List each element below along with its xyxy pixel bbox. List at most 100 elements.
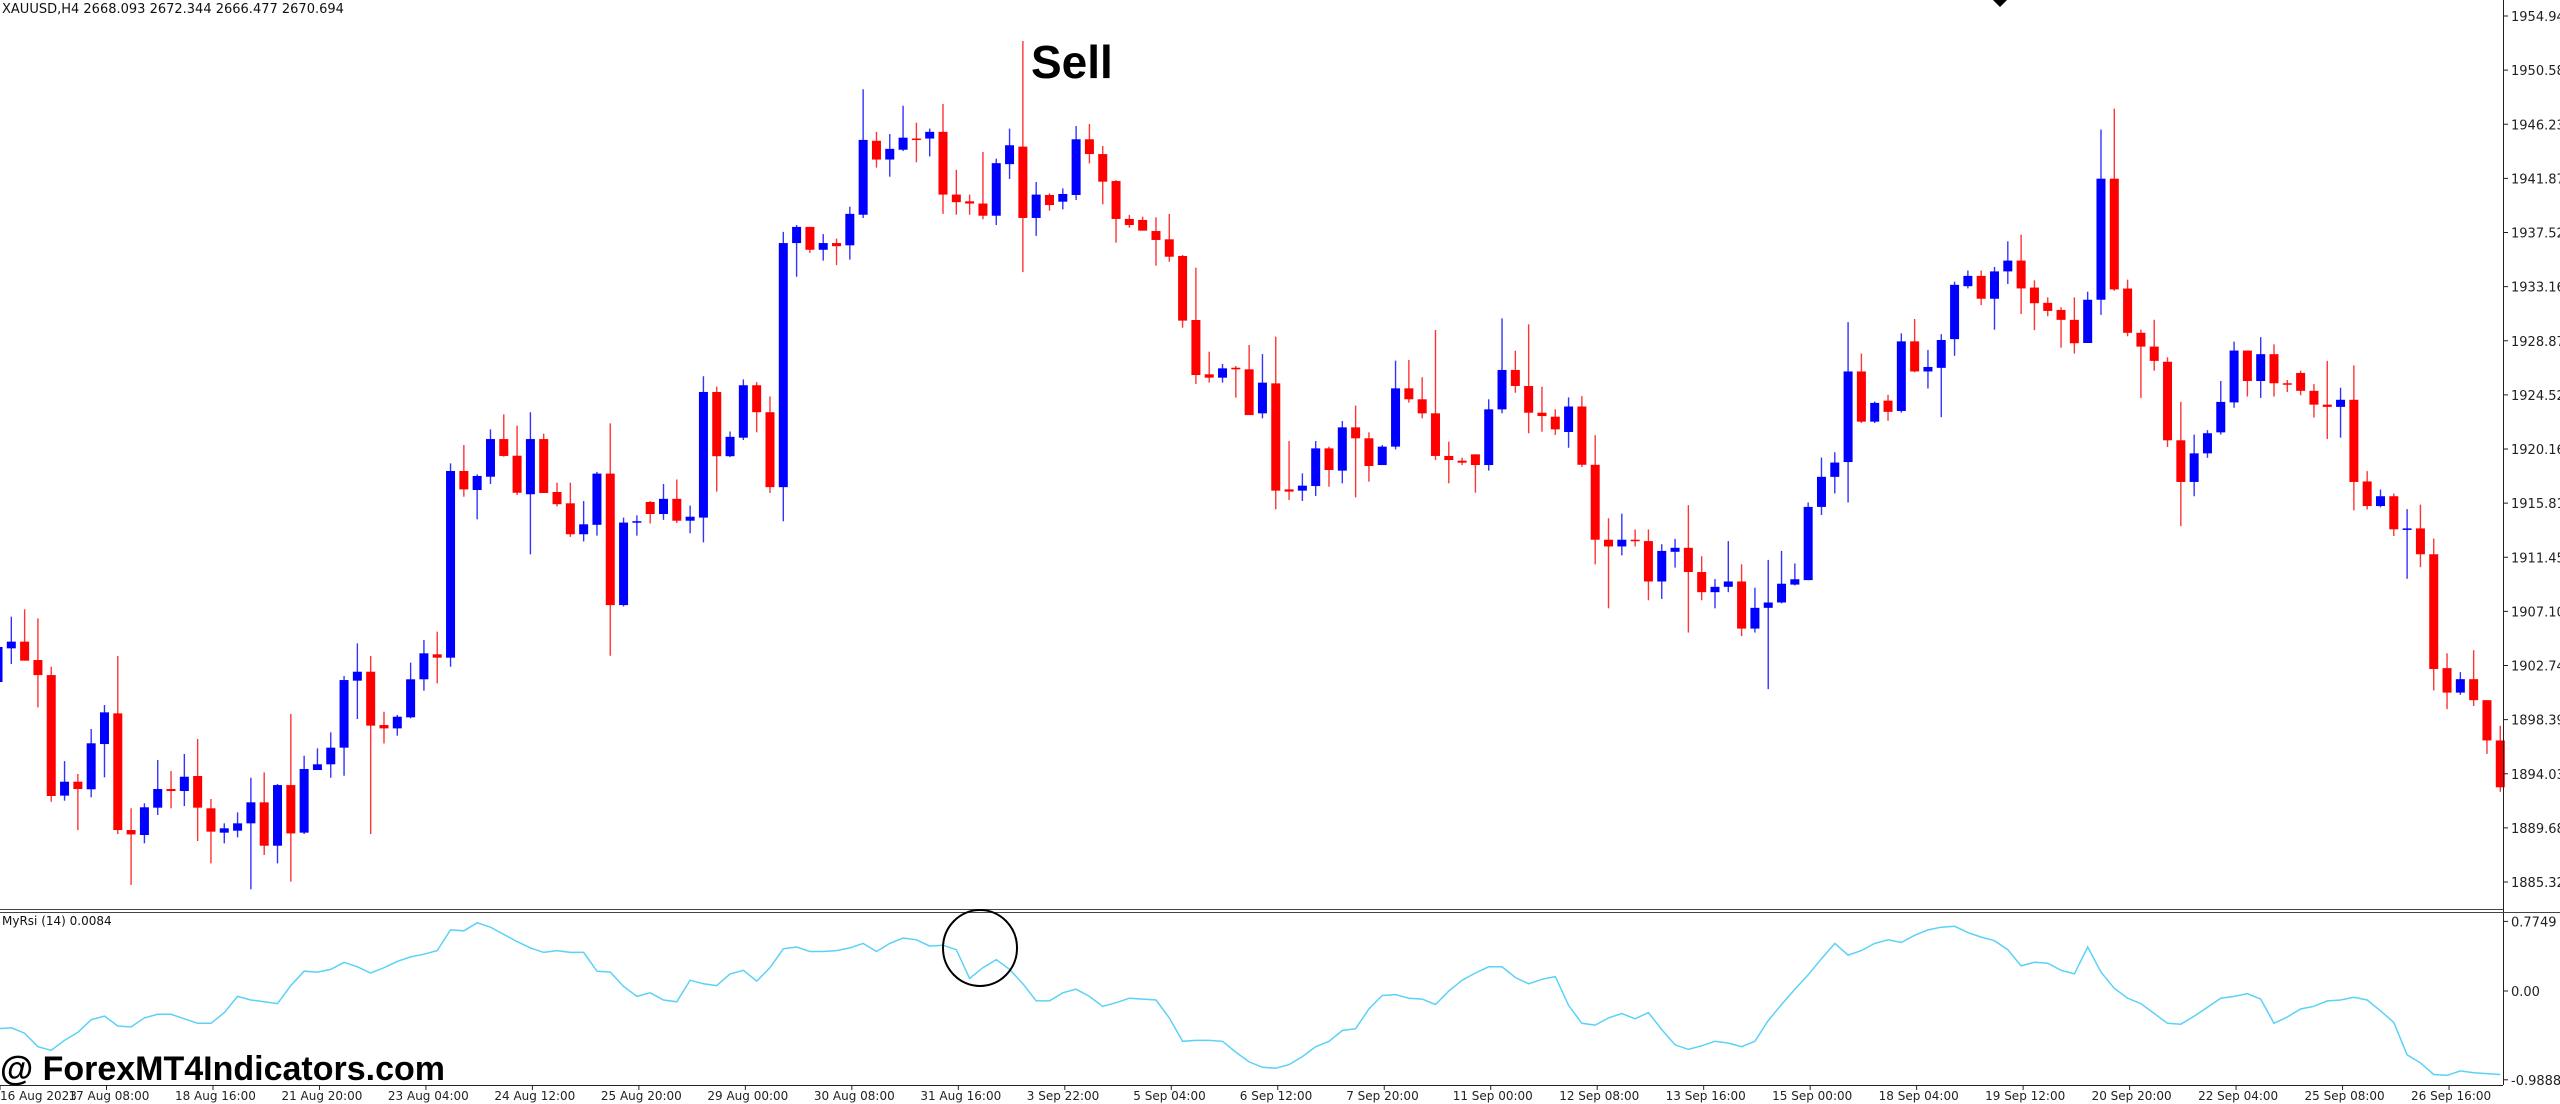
candle-bear[interactable] xyxy=(1164,213,1174,262)
candle-bear[interactable] xyxy=(2322,360,2332,440)
candle-bull[interactable] xyxy=(2189,434,2199,497)
candle-bull[interactable] xyxy=(659,484,668,520)
candle-bear[interactable] xyxy=(2442,653,2452,710)
candle-bull[interactable] xyxy=(1484,399,1494,471)
candle-bull[interactable] xyxy=(1750,587,1760,633)
candle-bull[interactable] xyxy=(339,676,349,776)
candle-bear[interactable] xyxy=(1018,40,1028,273)
candle-bear[interactable] xyxy=(1124,214,1134,228)
candle-bear[interactable] xyxy=(1510,350,1520,393)
candle-bear[interactable] xyxy=(565,482,575,537)
candle-bear[interactable] xyxy=(1191,267,1201,385)
candle-bull[interactable] xyxy=(1896,333,1906,413)
candle-bull[interactable] xyxy=(312,748,322,771)
candle-bull[interactable] xyxy=(219,823,229,844)
candle-bear[interactable] xyxy=(2296,370,2306,396)
candle-bull[interactable] xyxy=(60,761,70,801)
candle-bear[interactable] xyxy=(1683,505,1693,633)
candle-bull[interactable] xyxy=(406,662,416,719)
candle-bull[interactable] xyxy=(525,412,535,555)
candle-bear[interactable] xyxy=(2029,280,2039,331)
candle-bull[interactable] xyxy=(1923,349,1933,389)
candle-bull[interactable] xyxy=(898,105,908,152)
candle-bull[interactable] xyxy=(1031,182,1041,236)
candle-bear[interactable] xyxy=(1271,336,1281,510)
candle-bear[interactable] xyxy=(2469,650,2479,707)
candle-bull[interactable] xyxy=(2003,241,2013,284)
candle-bear[interactable] xyxy=(1324,446,1334,487)
arrow-down-icon[interactable] xyxy=(1993,0,2007,7)
candle-bear[interactable] xyxy=(605,423,615,656)
candle-bull[interactable] xyxy=(2375,489,2385,508)
candle-bull[interactable] xyxy=(1990,266,1999,330)
candle-bull[interactable] xyxy=(725,431,735,458)
candle-bear[interactable] xyxy=(645,501,655,524)
candle-bull[interactable] xyxy=(99,705,109,778)
candle-bear[interactable] xyxy=(752,382,762,433)
candle-bear[interactable] xyxy=(2495,725,2505,792)
candle-bear[interactable] xyxy=(1231,365,1241,398)
candle-bear[interactable] xyxy=(1204,351,1214,383)
candle-bull[interactable] xyxy=(392,714,402,736)
candle-bear[interactable] xyxy=(1351,405,1361,498)
candle-bear[interactable] xyxy=(206,798,216,864)
candle-bear[interactable] xyxy=(911,122,921,163)
candle-bear[interactable] xyxy=(2309,384,2319,418)
candle-bear[interactable] xyxy=(2109,108,2119,291)
candle-bear[interactable] xyxy=(2069,297,2079,354)
candle-bear[interactable] xyxy=(1630,529,1640,547)
candle-bull[interactable] xyxy=(845,206,855,260)
candle-bear[interactable] xyxy=(1470,454,1480,493)
candle-bull[interactable] xyxy=(1790,563,1800,586)
candle-bear[interactable] xyxy=(1550,409,1560,435)
candle-bear[interactable] xyxy=(2269,344,2279,397)
candle-bull[interactable] xyxy=(2216,381,2226,435)
candle-bear[interactable] xyxy=(259,772,269,856)
candle-bear[interactable] xyxy=(1856,353,1866,424)
candle-bear[interactable] xyxy=(1417,377,1427,419)
candle-bull[interactable] xyxy=(2229,341,2239,408)
candle-bear[interactable] xyxy=(2349,365,2359,511)
candle-bear[interactable] xyxy=(1697,556,1707,601)
candle-bull[interactable] xyxy=(738,379,748,441)
candle-bull[interactable] xyxy=(2256,337,2266,398)
candle-bear[interactable] xyxy=(712,386,722,492)
candle-bull[interactable] xyxy=(153,759,163,816)
candle-bear[interactable] xyxy=(1643,529,1653,601)
candle-bull[interactable] xyxy=(1670,538,1680,568)
candle-bull[interactable] xyxy=(1710,579,1720,609)
candle-bull[interactable] xyxy=(1963,270,1973,289)
candle-bull[interactable] xyxy=(685,505,695,534)
candle-bear[interactable] xyxy=(2016,234,2026,315)
candle-bull[interactable] xyxy=(858,89,868,218)
candle-bull[interactable] xyxy=(1950,281,1960,356)
candle-bear[interactable] xyxy=(1524,324,1534,434)
candle-bull[interactable] xyxy=(2455,672,2465,695)
candle-bear[interactable] xyxy=(1910,319,1920,373)
candle-bear[interactable] xyxy=(539,433,549,493)
candle-bull[interactable] xyxy=(885,134,895,177)
price-axis[interactable]: 1954.940 1950.585 1946.230 1941.875 1937.520… xyxy=(2503,0,2560,1085)
candle-bull[interactable] xyxy=(0,637,3,687)
candle-bull[interactable] xyxy=(419,640,429,691)
candle-bear[interactable] xyxy=(1084,124,1094,164)
candle-bear[interactable] xyxy=(2362,471,2372,510)
candle-bear[interactable] xyxy=(1404,360,1414,403)
candle-bull[interactable] xyxy=(139,803,149,844)
candle-bear[interactable] xyxy=(765,396,775,493)
candle-bull[interactable] xyxy=(1257,354,1267,419)
candle-bear[interactable] xyxy=(938,103,948,214)
candle-bear[interactable] xyxy=(1178,254,1188,328)
candle-bear[interactable] xyxy=(126,808,136,885)
candle-bear[interactable] xyxy=(113,656,123,835)
candle-bear[interactable] xyxy=(459,445,469,497)
candle-bear[interactable] xyxy=(2282,380,2292,393)
candle-bear[interactable] xyxy=(805,226,815,253)
candle-bull[interactable] xyxy=(1391,360,1401,450)
circle-annotation[interactable] xyxy=(942,909,1018,987)
candle-bull[interactable] xyxy=(1763,559,1773,690)
candle-bull[interactable] xyxy=(326,732,336,778)
candle-bull[interactable] xyxy=(2096,129,2106,315)
candle-bear[interactable] xyxy=(1590,435,1600,565)
